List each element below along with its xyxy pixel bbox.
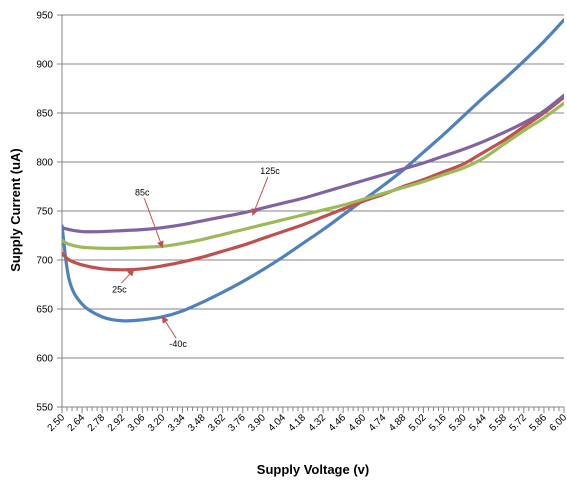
y-tick-label: 700 bbox=[36, 256, 53, 267]
x-tick-label: 5.02 bbox=[407, 412, 429, 434]
x-tick-label: 5.16 bbox=[427, 412, 449, 434]
x-tick-label: 5.86 bbox=[527, 412, 549, 434]
x-tick-label: 6.00 bbox=[548, 412, 567, 434]
x-tick-label: 3.76 bbox=[226, 412, 248, 434]
y-axis-title: Supply Current (uA) bbox=[8, 148, 23, 272]
x-tick-label: 4.18 bbox=[287, 412, 309, 434]
x-tick-label: 2.64 bbox=[66, 412, 88, 434]
x-tick-label: 4.88 bbox=[387, 412, 409, 434]
annotation-arrow-125c bbox=[251, 176, 269, 216]
x-axis-tick-labels: 2.502.642.782.923.063.203.343.483.623.76… bbox=[46, 412, 567, 434]
y-tick-label: 650 bbox=[36, 305, 53, 316]
series-layer bbox=[62, 18, 564, 323]
y-tick-label: 750 bbox=[36, 207, 53, 218]
x-tick-label: 4.04 bbox=[266, 412, 288, 434]
series-line-25c bbox=[62, 95, 564, 272]
x-tick-label: 5.44 bbox=[467, 412, 489, 434]
annotation-arrow-85c bbox=[143, 198, 164, 249]
gridlines bbox=[62, 14, 564, 359]
x-tick-label: 3.90 bbox=[246, 412, 268, 434]
y-tick-label: 950 bbox=[36, 11, 53, 22]
x-tick-label: 2.50 bbox=[46, 412, 68, 434]
x-tick-label: 3.20 bbox=[146, 412, 168, 434]
x-tick-label: 3.06 bbox=[126, 412, 148, 434]
annotation-label-125c: 125c bbox=[260, 166, 280, 176]
x-tick-label: 4.46 bbox=[327, 412, 349, 434]
y-axis-tick-labels: 550 600 650 700 750 800 850 900 950 bbox=[36, 11, 53, 414]
y-tick-label: 850 bbox=[36, 109, 53, 120]
x-tick-label: 5.72 bbox=[507, 412, 529, 434]
x-tick-label: 2.92 bbox=[106, 412, 128, 434]
series-line--40c bbox=[62, 18, 564, 323]
annotation-arrow-25c bbox=[121, 269, 135, 284]
annotation-label-85c: 85c bbox=[135, 187, 150, 197]
annotation-label-25c: 25c bbox=[112, 284, 127, 294]
annotation-label--40c: -40c bbox=[169, 339, 187, 349]
x-tick-label: 5.30 bbox=[447, 412, 469, 434]
x-tick-label: 2.78 bbox=[86, 412, 108, 434]
x-tick-label: 4.60 bbox=[347, 412, 369, 434]
x-tick-label: 4.74 bbox=[367, 412, 389, 434]
series-line-125c bbox=[62, 93, 564, 234]
x-tick-label: 5.58 bbox=[487, 412, 509, 434]
x-tick-label: 4.32 bbox=[307, 412, 329, 434]
y-tick-label: 600 bbox=[36, 354, 53, 365]
x-axis-title: Supply Voltage (v) bbox=[257, 462, 369, 477]
x-tick-label: 3.62 bbox=[206, 412, 228, 434]
axes bbox=[57, 14, 565, 413]
x-tick-label: 3.34 bbox=[166, 412, 188, 434]
y-tick-label: 550 bbox=[36, 403, 53, 414]
annotation-arrow--40c bbox=[161, 315, 177, 339]
x-tick-label: 3.48 bbox=[186, 412, 208, 434]
y-tick-label: 800 bbox=[36, 158, 53, 169]
series-line-85c bbox=[62, 101, 564, 250]
y-tick-label: 900 bbox=[36, 60, 53, 71]
annotation-layer: 125c 85c 25c -40c bbox=[112, 166, 280, 349]
